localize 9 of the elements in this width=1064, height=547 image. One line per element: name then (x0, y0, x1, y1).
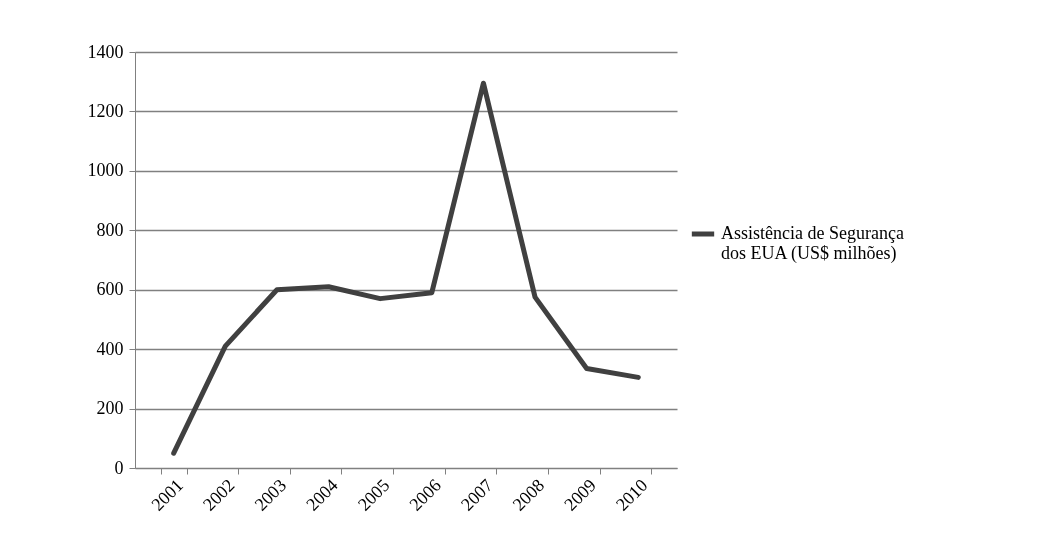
legend-label: Assistência de Segurança dos EUA (US$ milhões) (721, 223, 904, 264)
y-tick-label: 1200 (87, 100, 124, 121)
y-tick-label: 800 (96, 219, 124, 240)
y-tick-label: 400 (96, 338, 124, 359)
y-tick-label: 1000 (87, 160, 124, 181)
y-tick-label: 0 (114, 457, 124, 478)
y-tick-label: 600 (96, 279, 124, 300)
y-tick-label: 200 (96, 398, 124, 419)
y-tick-label: 1400 (87, 41, 124, 62)
